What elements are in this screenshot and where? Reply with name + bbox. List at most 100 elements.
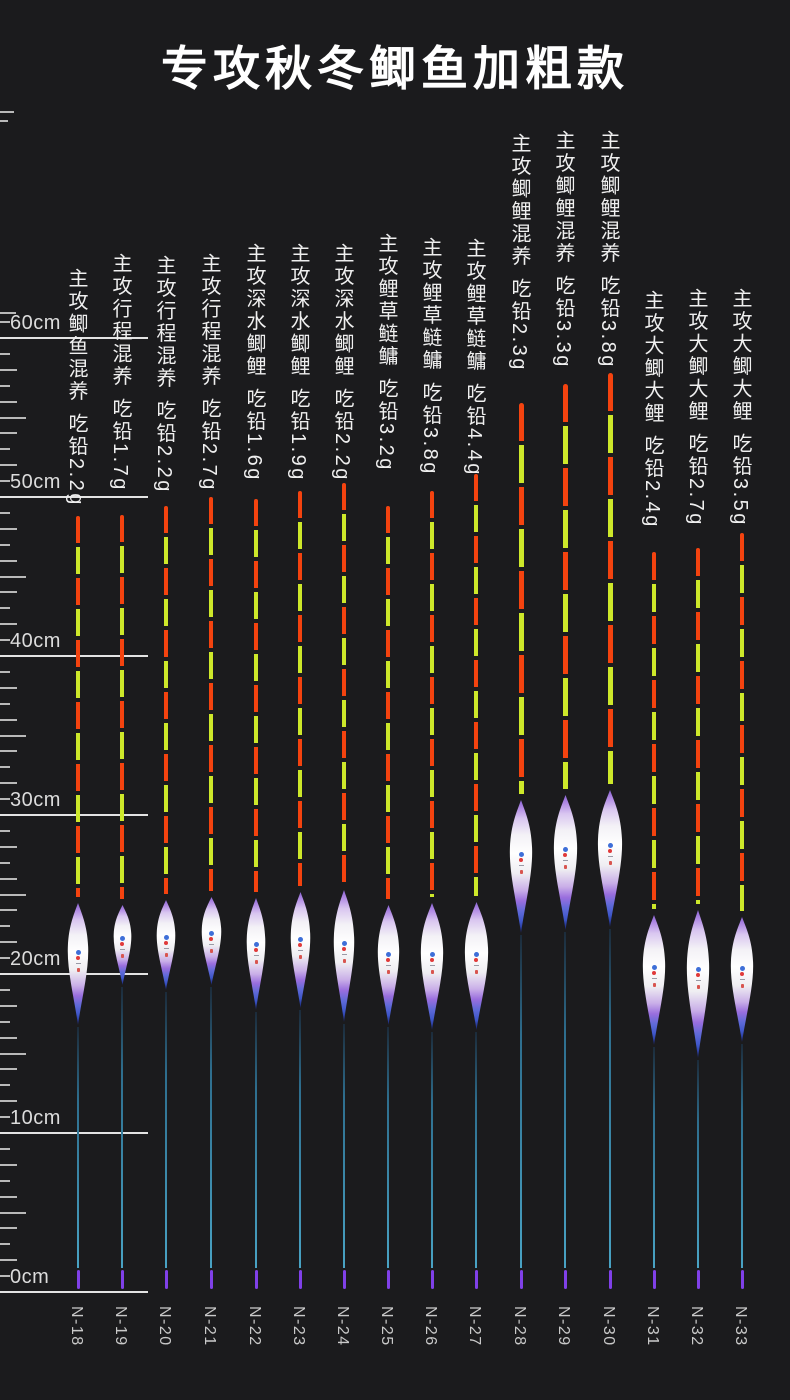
logo-mark — [474, 969, 478, 974]
float-weight: 吃铅2.7g — [685, 433, 707, 527]
logo-mark — [740, 983, 744, 988]
ruler-major-line — [0, 1291, 148, 1293]
float-model-label: N-27 — [466, 1306, 483, 1347]
ruler-tick — [0, 1211, 26, 1214]
logo-mark — [385, 964, 391, 966]
float-spec-label: 主攻深水鲫鲤吃铅1.9g — [286, 243, 309, 482]
float-weight: 吃铅1.6g — [243, 388, 265, 482]
logo-mark — [75, 963, 81, 965]
float-purpose: 主攻鲤草鲢鳙 — [419, 237, 441, 372]
float-spec-label: 主攻大鲫大鲤吃铅2.7g — [684, 288, 707, 527]
logo-mark — [297, 950, 303, 952]
logo-mark — [519, 857, 523, 862]
float-purpose: 主攻鲫鲤混养 — [552, 130, 574, 265]
float-tail — [741, 1044, 743, 1268]
float-body-logo — [606, 842, 614, 866]
logo-mark — [695, 967, 701, 973]
ruler-tick — [0, 639, 10, 642]
logo-mark — [208, 944, 214, 946]
logo-mark — [209, 949, 213, 954]
logo-mark — [430, 970, 434, 975]
ruler-tick — [0, 1020, 10, 1023]
float-purpose: 主攻鲫鲤混养 — [597, 130, 619, 265]
ruler-major-line — [0, 337, 148, 339]
logo-mark — [739, 965, 745, 971]
float-weight: 吃铅3.3g — [552, 275, 574, 369]
ruler-tick — [0, 1259, 17, 1262]
float-body-logo — [428, 951, 436, 975]
float-model-label: N-32 — [688, 1306, 705, 1347]
float-body-logo — [517, 851, 525, 875]
float-weight: 吃铅2.3g — [508, 278, 530, 372]
float-tail-tip — [298, 1270, 302, 1289]
float-tail — [653, 1047, 655, 1268]
logo-mark — [120, 954, 124, 959]
logo-mark — [342, 947, 346, 952]
float-antenna — [430, 491, 434, 897]
float-spec-label: 主攻鲫鲤混养吃铅2.3g — [507, 133, 530, 372]
ruler-tick — [0, 750, 17, 753]
logo-mark — [298, 943, 302, 948]
logo-mark — [429, 965, 435, 967]
float-model-label: N-26 — [422, 1306, 439, 1347]
float-model-label: N-23 — [290, 1306, 307, 1347]
ruler-tick — [0, 1179, 10, 1182]
float-model-label: N-24 — [334, 1306, 351, 1347]
float-body — [553, 795, 577, 930]
logo-mark — [254, 947, 258, 952]
float-weight: 吃铅2.2g — [331, 388, 353, 482]
logo-mark — [696, 973, 700, 978]
float-model-label: N-19 — [112, 1306, 129, 1347]
logo-mark — [76, 956, 80, 961]
logo-mark — [607, 856, 613, 858]
page-title: 专攻秋冬鲫鱼加粗款 — [161, 42, 629, 95]
float-antenna — [164, 506, 168, 894]
ruler-tick — [0, 670, 10, 673]
float-tail-tip — [474, 1270, 478, 1289]
float-tail — [255, 1012, 257, 1268]
ruler-tick — [0, 1084, 10, 1087]
logo-mark — [208, 931, 214, 937]
ruler-tick — [0, 988, 10, 991]
float-body-logo — [340, 940, 348, 964]
logo-mark — [120, 942, 124, 947]
logo-mark — [341, 941, 347, 947]
float-body — [509, 800, 533, 933]
float-antenna — [652, 552, 656, 909]
logo-mark — [385, 951, 391, 957]
float-antenna — [474, 474, 478, 896]
float-tail-tip — [696, 1270, 700, 1289]
float-body-logo — [296, 936, 304, 960]
float-tail-tip — [430, 1270, 434, 1289]
float-body-logo — [252, 941, 260, 965]
logo-mark — [342, 959, 346, 964]
ruler-tick — [0, 448, 10, 451]
float-purpose: 主攻行程混养 — [153, 255, 175, 390]
ruler-tick — [0, 543, 10, 546]
logo-mark — [164, 941, 168, 946]
ruler-tick — [0, 718, 17, 721]
ruler-tick — [0, 1036, 17, 1039]
float-model-label: N-29 — [555, 1306, 572, 1347]
ruler-tick — [0, 312, 16, 314]
float-antenna — [740, 533, 744, 911]
float-tail-tip — [342, 1270, 346, 1289]
float-model-label: N-18 — [68, 1306, 85, 1347]
ruler-label: 30cm — [10, 789, 61, 811]
logo-mark — [652, 971, 656, 976]
ruler-tick — [0, 1195, 17, 1198]
float-body — [686, 910, 710, 1058]
ruler-tick — [0, 925, 10, 928]
float-tail — [431, 1032, 433, 1268]
logo-mark — [473, 951, 479, 957]
logo-mark — [209, 937, 213, 942]
float-purpose: 主攻深水鲫鲤 — [243, 243, 265, 378]
float-spec-label: 主攻大鲫大鲤吃铅2.4g — [640, 290, 663, 529]
ruler-tick — [0, 1275, 10, 1278]
ruler-tick — [0, 1052, 26, 1055]
logo-mark — [341, 954, 347, 956]
ruler-tick — [0, 623, 17, 626]
float-antenna — [342, 483, 346, 884]
logo-mark — [651, 978, 657, 980]
ruler-tick — [0, 893, 26, 896]
